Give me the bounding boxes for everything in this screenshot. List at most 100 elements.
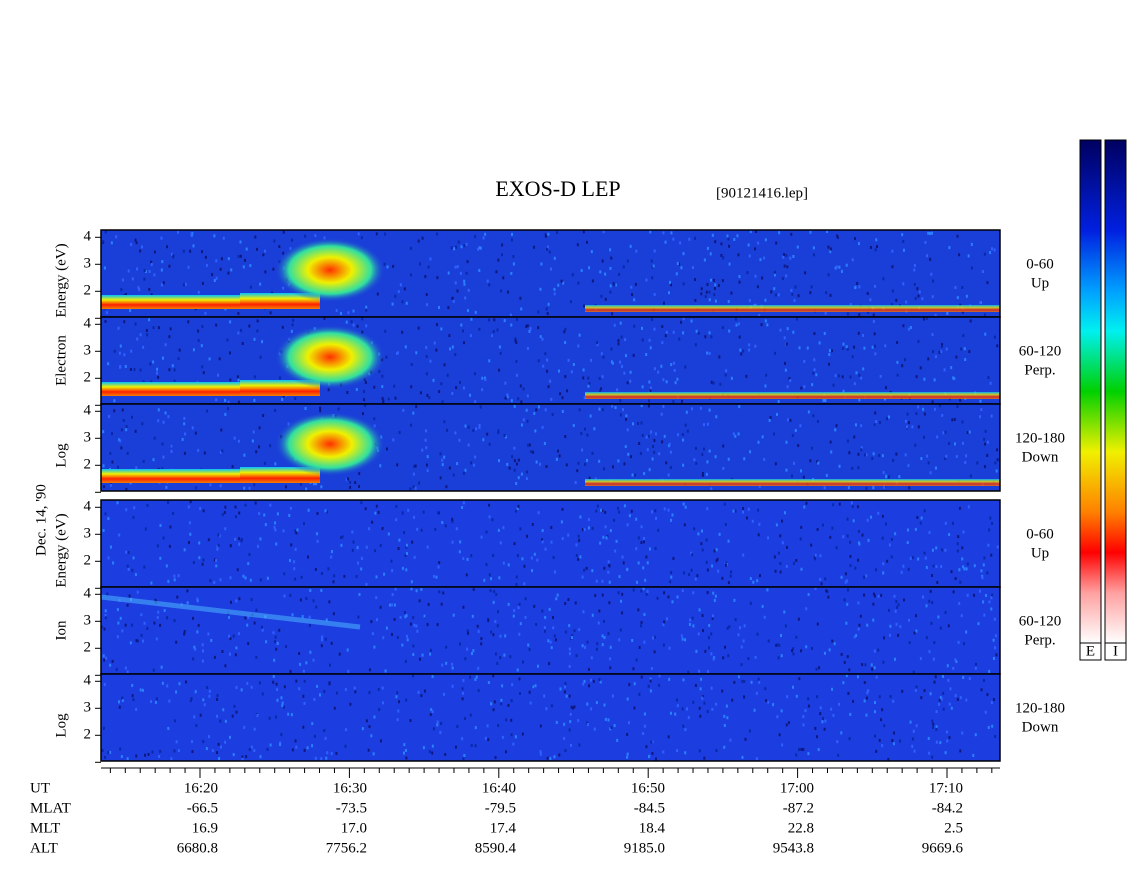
noise (115, 235, 118, 239)
noise (902, 248, 905, 252)
noise (244, 503, 247, 507)
noise (237, 632, 240, 636)
noise (704, 649, 707, 653)
noise (148, 269, 151, 273)
noise (441, 663, 444, 667)
noise (186, 589, 189, 593)
noise (548, 662, 551, 666)
noise (889, 624, 892, 628)
noise (586, 433, 589, 437)
noise (514, 337, 517, 341)
noise (178, 348, 181, 352)
noise (647, 684, 650, 688)
noise (451, 296, 454, 300)
noise (586, 723, 589, 727)
noise (385, 626, 388, 630)
noise (464, 657, 467, 661)
noise (889, 695, 892, 699)
noise (923, 412, 926, 416)
noise (275, 542, 278, 546)
noise (217, 543, 220, 547)
noise (564, 685, 567, 689)
noise (550, 267, 553, 271)
noise (786, 265, 789, 269)
noise (873, 332, 876, 336)
noise (394, 396, 397, 400)
noise (922, 595, 925, 599)
noise (874, 411, 877, 415)
noise (192, 657, 195, 661)
noise (598, 377, 601, 381)
noise (360, 236, 363, 240)
noise (892, 742, 895, 746)
noise (258, 426, 261, 430)
noise (700, 542, 703, 546)
noise (651, 510, 654, 514)
noise (635, 547, 638, 551)
title: EXOS-D LEP (495, 176, 620, 201)
noise (831, 639, 834, 643)
noise (544, 234, 547, 238)
noise (803, 385, 806, 389)
noise (224, 398, 227, 402)
noise (522, 660, 525, 664)
noise (931, 400, 934, 404)
noise (640, 421, 643, 425)
noise (497, 429, 500, 433)
noise (207, 538, 210, 542)
noise (216, 544, 219, 548)
noise (476, 624, 479, 628)
noise (686, 707, 689, 711)
noise (140, 613, 143, 617)
noise (648, 754, 651, 758)
noise (641, 385, 644, 389)
noise (730, 376, 733, 380)
noise (202, 698, 205, 702)
noise (895, 298, 898, 302)
noise (738, 280, 741, 284)
noise (881, 708, 884, 712)
noise (218, 534, 221, 538)
noise (954, 577, 957, 581)
noise (340, 543, 343, 547)
noise (844, 580, 847, 584)
noise (463, 244, 466, 248)
noise (920, 696, 923, 700)
noise (240, 537, 243, 541)
noise (478, 268, 481, 272)
noise (247, 616, 250, 620)
noise (710, 487, 713, 491)
noise (541, 540, 544, 544)
row-value: -84.2 (932, 800, 963, 816)
noise (790, 649, 793, 653)
noise (590, 656, 593, 660)
noise (217, 533, 220, 537)
noise (727, 581, 730, 585)
noise (549, 757, 552, 761)
noise (511, 232, 514, 236)
noise (877, 594, 880, 598)
noise (792, 652, 795, 656)
noise (785, 253, 788, 257)
noise (165, 564, 168, 568)
noise (780, 634, 783, 638)
noise (705, 538, 708, 542)
noise (120, 446, 123, 450)
noise (227, 271, 230, 275)
noise (237, 255, 240, 259)
noise (553, 292, 556, 296)
noise (496, 661, 499, 665)
noise (191, 426, 194, 430)
noise (653, 650, 656, 654)
noise (382, 636, 385, 640)
noise (558, 454, 561, 458)
noise (688, 622, 691, 626)
noise (896, 373, 899, 377)
noise (857, 675, 860, 679)
noise (846, 312, 849, 316)
noise (248, 748, 251, 752)
noise (890, 303, 893, 307)
noise (692, 624, 695, 628)
noise (492, 674, 495, 678)
spectrogram-panel (101, 587, 1000, 674)
